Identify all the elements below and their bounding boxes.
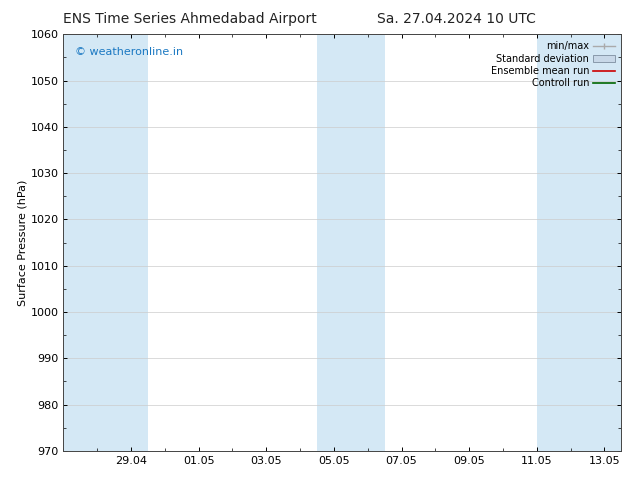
Y-axis label: Surface Pressure (hPa): Surface Pressure (hPa): [18, 179, 28, 306]
Bar: [317, 34, 385, 451]
Text: Sa. 27.04.2024 10 UTC: Sa. 27.04.2024 10 UTC: [377, 12, 536, 26]
Text: ENS Time Series Ahmedabad Airport: ENS Time Series Ahmedabad Airport: [63, 12, 317, 26]
Bar: [63, 34, 148, 451]
Text: © weatheronline.in: © weatheronline.in: [75, 47, 183, 57]
Bar: [537, 34, 621, 451]
Legend: min/max, Standard deviation, Ensemble mean run, Controll run: min/max, Standard deviation, Ensemble me…: [487, 37, 618, 92]
